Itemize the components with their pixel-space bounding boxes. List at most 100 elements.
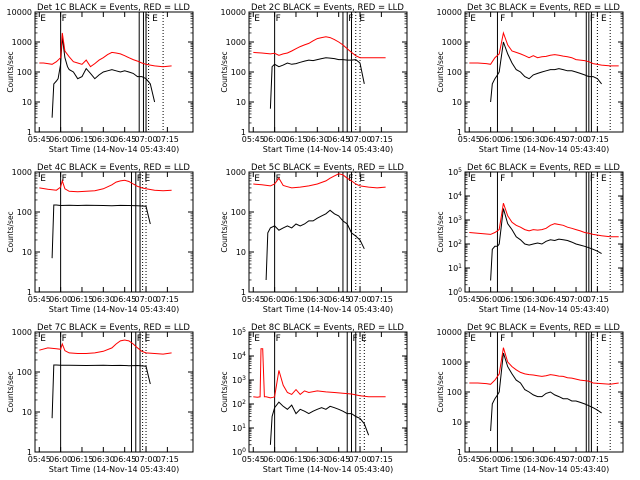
y-tick-label: 10: [236, 248, 246, 257]
y-tick-label: 101: [232, 423, 246, 433]
detector-panel-3: Det 3C BLACK = Events, RED = LLD 1 10 100 10…: [436, 3, 624, 154]
y-tick-label: 100: [231, 68, 246, 77]
event-marker-label: F: [500, 174, 505, 184]
event-marker-label: F: [137, 174, 142, 184]
x-tick-label: 07:15: [370, 455, 393, 464]
y-tick-label: 1000: [12, 38, 32, 47]
y-tick-label: 100: [448, 287, 462, 297]
x-tick-label: 05:45: [458, 455, 481, 464]
y-tick-label: 100: [17, 68, 32, 77]
x-tick-label: 07:00: [564, 135, 587, 144]
y-tick-label: 1000: [226, 168, 246, 177]
x-tick-label: 06:45: [327, 455, 350, 464]
lld-series-line: [39, 32, 172, 68]
x-tick-label: 07:00: [348, 295, 371, 304]
x-tick-label: 06:45: [327, 295, 350, 304]
y-tick-label: 1: [457, 448, 462, 457]
x-tick-label: 06:15: [500, 295, 523, 304]
x-tick-label: 07:00: [348, 135, 371, 144]
plot-frame: [248, 171, 408, 293]
x-tick-label: 06:00: [479, 135, 502, 144]
x-tick-label: 06:00: [263, 295, 286, 304]
x-tick-label: 07:00: [348, 455, 371, 464]
y-tick-label: 100: [17, 368, 32, 377]
plot-title: Det 2C BLACK = Events, RED = LLD: [251, 3, 404, 13]
y-tick-label: 100: [447, 388, 462, 397]
detector-panel-8: Det 8C BLACK = Events, RED = LLD 100 101 10…: [220, 323, 408, 474]
x-tick-label: 06:30: [306, 135, 329, 144]
y-tick-label: 10: [22, 248, 32, 257]
x-tick-label: 06:00: [479, 295, 502, 304]
x-tick-label: 06:15: [70, 135, 93, 144]
event-marker-label: F: [348, 14, 353, 24]
y-tick-label: 104: [448, 191, 462, 201]
x-tick-label: 06:00: [263, 135, 286, 144]
y-tick-label: 1: [457, 128, 462, 137]
event-marker-label: E: [40, 334, 46, 344]
event-marker-label: F: [62, 334, 67, 344]
y-tick-label: 102: [448, 239, 462, 249]
plot-title: Det 9C BLACK = Events, RED = LLD: [467, 323, 620, 333]
event-marker-label: E: [254, 334, 260, 344]
events-series-line: [490, 208, 602, 281]
x-axis-label: Start Time (14-Nov-14 05:43:40): [49, 465, 179, 474]
events-series-line: [490, 41, 602, 103]
lld-series-line: [253, 173, 386, 189]
y-tick-label: 10: [236, 98, 246, 107]
plot-frame: [464, 11, 624, 133]
x-tick-label: 05:45: [458, 295, 481, 304]
y-axis-label: Counts/sec: [6, 51, 15, 92]
x-tick-label: 06:00: [263, 455, 286, 464]
event-marker-label: E: [470, 334, 476, 344]
x-axis-label: Start Time (14-Nov-14 05:43:40): [263, 465, 393, 474]
x-tick-label: 05:45: [28, 455, 51, 464]
x-tick-label: 06:00: [479, 455, 502, 464]
y-tick-label: 100: [231, 208, 246, 217]
detector-panel-5: Det 5C BLACK = Events, RED = LLD 1 10 100 10…: [220, 163, 408, 314]
x-tick-label: 07:00: [134, 455, 157, 464]
lld-series-line: [39, 339, 172, 355]
event-marker-label: E: [470, 174, 476, 184]
x-tick-label: 06:15: [284, 455, 307, 464]
detector-panel-7: Det 7C BLACK = Events, RED = LLD 1 10 100 10…: [6, 323, 194, 474]
y-tick-label: 100: [17, 208, 32, 217]
x-tick-label: 06:30: [92, 295, 115, 304]
x-tick-label: 06:45: [543, 295, 566, 304]
event-marker-label: F: [144, 14, 149, 24]
plot-title: Det 8C BLACK = Events, RED = LLD: [251, 323, 404, 333]
event-marker-label: E: [470, 14, 476, 24]
x-tick-label: 06:45: [113, 135, 136, 144]
x-tick-label: 07:15: [586, 455, 609, 464]
events-series-line: [51, 364, 151, 419]
event-marker-label: E: [40, 14, 46, 24]
x-tick-label: 07:15: [586, 135, 609, 144]
y-tick-label: 1000: [442, 358, 462, 367]
event-marker-label: F: [590, 14, 595, 24]
event-marker-label: F: [276, 14, 281, 24]
event-marker-label: E: [359, 14, 365, 24]
x-tick-label: 07:15: [156, 135, 179, 144]
y-tick-label: 102: [232, 399, 246, 409]
events-series-line: [269, 57, 365, 109]
y-tick-label: 100: [447, 68, 462, 77]
x-tick-label: 05:45: [242, 455, 265, 464]
plot-title: Det 1C BLACK = Events, RED = LLD: [37, 3, 190, 13]
plot-frame: [464, 171, 624, 293]
plot-title: Det 6C BLACK = Events, RED = LLD: [467, 163, 620, 173]
y-tick-label: 1: [241, 128, 246, 137]
y-tick-label: 100: [232, 447, 246, 457]
x-tick-label: 06:30: [92, 135, 115, 144]
x-axis-label: Start Time (14-Nov-14 05:43:40): [479, 145, 609, 154]
event-marker-label: E: [601, 174, 607, 184]
y-tick-label: 10: [22, 408, 32, 417]
events-series-line: [265, 209, 365, 281]
x-tick-label: 07:00: [134, 295, 157, 304]
x-tick-label: 06:00: [49, 135, 72, 144]
event-marker-label: F: [137, 334, 142, 344]
y-tick-label: 10: [452, 98, 462, 107]
x-tick-label: 05:45: [28, 295, 51, 304]
lld-series-line: [469, 31, 619, 67]
y-tick-label: 10000: [221, 8, 246, 17]
plot-frame: [248, 331, 408, 453]
y-tick-label: 103: [232, 375, 246, 385]
